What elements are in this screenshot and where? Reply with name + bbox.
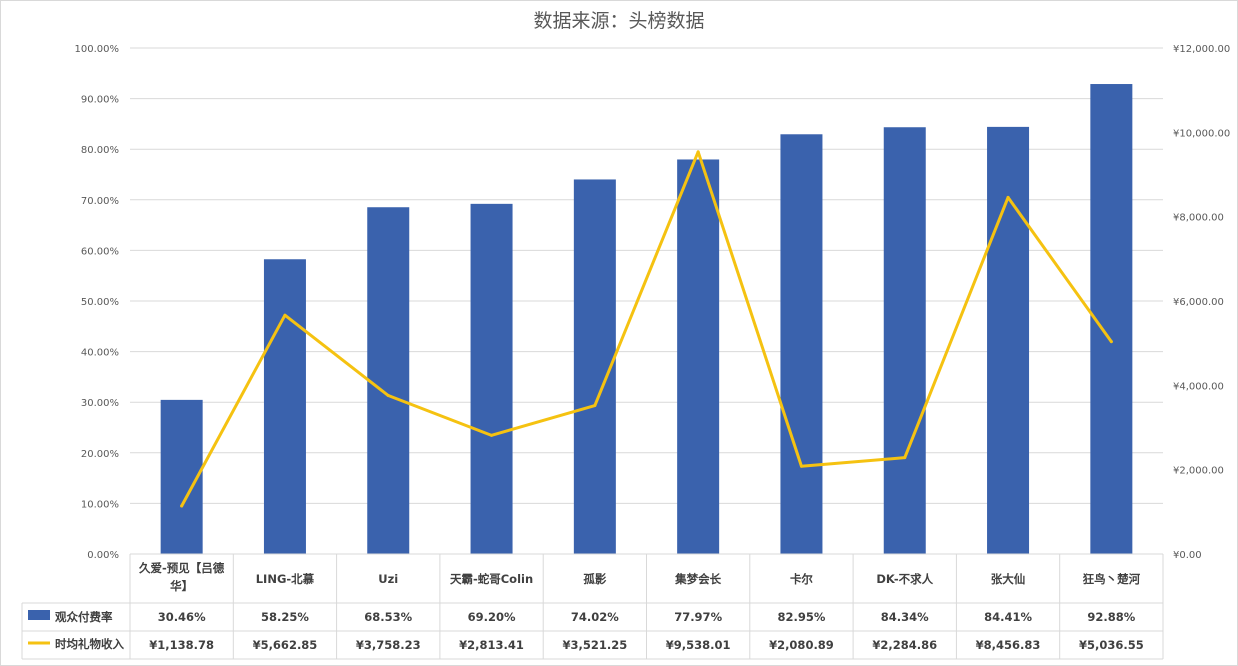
- left-tick-label: 90.00%: [81, 95, 119, 106]
- data-label: ¥2,813.41: [459, 638, 524, 652]
- category-label: Uzi: [378, 572, 398, 586]
- data-label: 84.34%: [881, 610, 929, 624]
- line-point: [593, 404, 597, 408]
- data-label: 82.95%: [777, 610, 825, 624]
- data-label: ¥8,456.83: [976, 638, 1041, 652]
- bar: [263, 259, 306, 554]
- line-point: [283, 313, 287, 317]
- bar-series: [160, 84, 1133, 555]
- category-label: 华】: [170, 579, 193, 593]
- data-label: 58.25%: [261, 610, 309, 624]
- right-axis-ticks: ¥0.00 ¥2,000.00 ¥4,000.00 ¥6,000.00 ¥8,000.0…: [1173, 44, 1230, 561]
- category-label: LING-北慕: [256, 572, 315, 586]
- line-point: [1109, 340, 1113, 344]
- category-label: 狂鸟丶楚河: [1083, 572, 1141, 586]
- data-label: 30.46%: [158, 610, 206, 624]
- data-label: ¥9,538.01: [666, 638, 731, 652]
- line-point: [696, 150, 700, 154]
- left-tick-label: 50.00%: [81, 297, 119, 308]
- category-label: 集梦会长: [674, 572, 721, 586]
- category-label: 张大仙: [991, 572, 1026, 586]
- data-table: 久爱-预见【吕德华】 LING-北慕 Uzi 天霸-蛇哥Colin 孤影 集梦会长 卡尔 DK…: [21, 553, 1164, 660]
- left-tick-label: 70.00%: [81, 196, 119, 207]
- line-point: [490, 433, 494, 437]
- left-axis-ticks: 0.00% 10.00% 20.00% 30.00% 40.00% 50.00% 60.00…: [75, 44, 120, 561]
- data-label: 74.02%: [571, 610, 619, 624]
- bar: [573, 179, 616, 554]
- data-label: 77.97%: [674, 610, 722, 624]
- data-label: ¥3,521.25: [562, 638, 627, 652]
- chart-title: 数据来源：头榜数据: [533, 10, 704, 32]
- line-point: [386, 394, 390, 398]
- right-tick-label: ¥8,000.00: [1173, 213, 1224, 224]
- right-tick-label: ¥4,000.00: [1173, 381, 1224, 392]
- data-label: ¥5,662.85: [253, 638, 318, 652]
- category-label: 卡尔: [790, 572, 813, 586]
- right-tick-label: ¥2,000.00: [1173, 466, 1224, 477]
- bar: [1090, 84, 1133, 555]
- data-label: ¥1,138.78: [149, 638, 214, 652]
- category-label: 孤影: [583, 572, 606, 586]
- category-label: 天霸-蛇哥Colin: [450, 572, 533, 586]
- line-point: [180, 504, 184, 508]
- legend-key-bar: [28, 610, 50, 620]
- data-label: ¥2,284.86: [872, 638, 937, 652]
- category-label: 久爱-预见【吕德: [138, 561, 225, 575]
- right-tick-label: ¥10,000.00: [1173, 128, 1230, 139]
- line-point: [1006, 195, 1010, 199]
- line-series: [180, 150, 1113, 508]
- bar: [367, 207, 410, 554]
- data-label: 68.53%: [364, 610, 412, 624]
- legend-label: 时均礼物收入: [55, 637, 124, 651]
- data-label: ¥5,036.55: [1079, 638, 1144, 652]
- bar: [987, 126, 1030, 554]
- right-tick-label: ¥12,000.00: [1173, 44, 1230, 55]
- bar: [780, 134, 823, 554]
- left-tick-label: 80.00%: [81, 145, 119, 156]
- left-tick-label: 0.00%: [87, 550, 119, 561]
- left-tick-label: 40.00%: [81, 348, 119, 359]
- line-point: [799, 464, 803, 468]
- left-tick-label: 10.00%: [81, 499, 119, 510]
- right-tick-label: ¥0.00: [1173, 550, 1202, 561]
- left-tick-label: 60.00%: [81, 246, 119, 257]
- data-label: 69.20%: [468, 610, 516, 624]
- data-label: ¥3,758.23: [356, 638, 421, 652]
- bar: [677, 159, 720, 554]
- right-tick-label: ¥6,000.00: [1173, 297, 1224, 308]
- bar: [883, 127, 926, 555]
- left-tick-label: 100.00%: [75, 44, 120, 55]
- line-point: [903, 456, 907, 460]
- category-label: DK-不求人: [876, 572, 933, 586]
- data-label: 84.41%: [984, 610, 1032, 624]
- data-label: 92.88%: [1087, 610, 1135, 624]
- line-path: [180, 150, 1113, 508]
- data-label: ¥2,080.89: [769, 638, 834, 652]
- left-tick-label: 20.00%: [81, 449, 119, 460]
- left-tick-label: 30.00%: [81, 398, 119, 409]
- bar: [160, 399, 203, 554]
- bar: [470, 203, 513, 554]
- legend-label: 观众付费率: [55, 610, 113, 624]
